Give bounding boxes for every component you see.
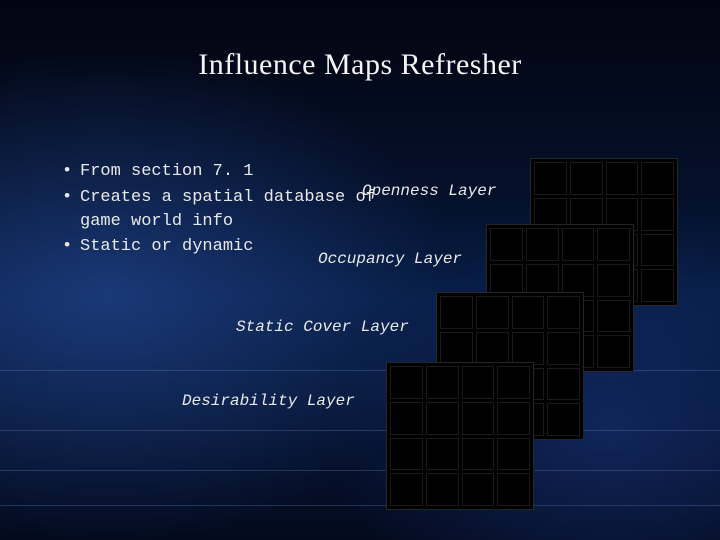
grid-cell xyxy=(476,296,509,329)
bullet-item: Creates a spatial database of game world… xyxy=(62,186,392,234)
layer-label: Static Cover Layer xyxy=(236,318,409,336)
grid-cell xyxy=(641,198,674,231)
grid-cell xyxy=(641,234,674,267)
grid-cell xyxy=(547,403,580,436)
grid-cell xyxy=(534,162,567,195)
grid-cell xyxy=(597,264,630,297)
grid-cell xyxy=(497,438,530,471)
horizon-line xyxy=(0,470,720,471)
grid-cell xyxy=(562,228,595,261)
grid-cell xyxy=(390,438,423,471)
grid-cell xyxy=(426,438,459,471)
grid-cell xyxy=(462,402,495,435)
horizon-line xyxy=(0,430,720,431)
grid-cell xyxy=(390,402,423,435)
grid-cell xyxy=(641,269,674,302)
bullet-list: From section 7. 1 Creates a spatial data… xyxy=(62,160,392,261)
grid-cell xyxy=(497,402,530,435)
grid-cell xyxy=(547,332,580,365)
grid-cell xyxy=(547,368,580,401)
grid-cell xyxy=(390,473,423,506)
grid-cell xyxy=(597,300,630,333)
layer-label: Occupancy Layer xyxy=(318,250,462,268)
layer-label: Desirability Layer xyxy=(182,392,355,410)
grid-cell xyxy=(462,438,495,471)
grid-cell xyxy=(426,473,459,506)
grid-cell xyxy=(462,366,495,399)
layer-grid xyxy=(386,362,534,510)
grid-cell xyxy=(597,335,630,368)
grid-cell xyxy=(547,296,580,329)
grid-cell xyxy=(490,228,523,261)
grid-cell xyxy=(526,228,559,261)
grid-cell xyxy=(512,296,545,329)
grid-cell xyxy=(512,332,545,365)
horizon-line xyxy=(0,505,720,506)
bullet-item: From section 7. 1 xyxy=(62,160,392,184)
grid-cell xyxy=(570,162,603,195)
grid-cell xyxy=(497,366,530,399)
grid-cell xyxy=(476,332,509,365)
grid-cell xyxy=(426,402,459,435)
grid-cell xyxy=(597,228,630,261)
grid-cell xyxy=(497,473,530,506)
grid-cell xyxy=(390,366,423,399)
layer-label: Openness Layer xyxy=(362,182,496,200)
slide-title: Influence Maps Refresher xyxy=(0,48,720,82)
grid-cell xyxy=(606,162,639,195)
grid-cell xyxy=(641,162,674,195)
grid-cell xyxy=(440,296,473,329)
grid-cell xyxy=(426,366,459,399)
grid-cell xyxy=(462,473,495,506)
grid-cell xyxy=(440,332,473,365)
